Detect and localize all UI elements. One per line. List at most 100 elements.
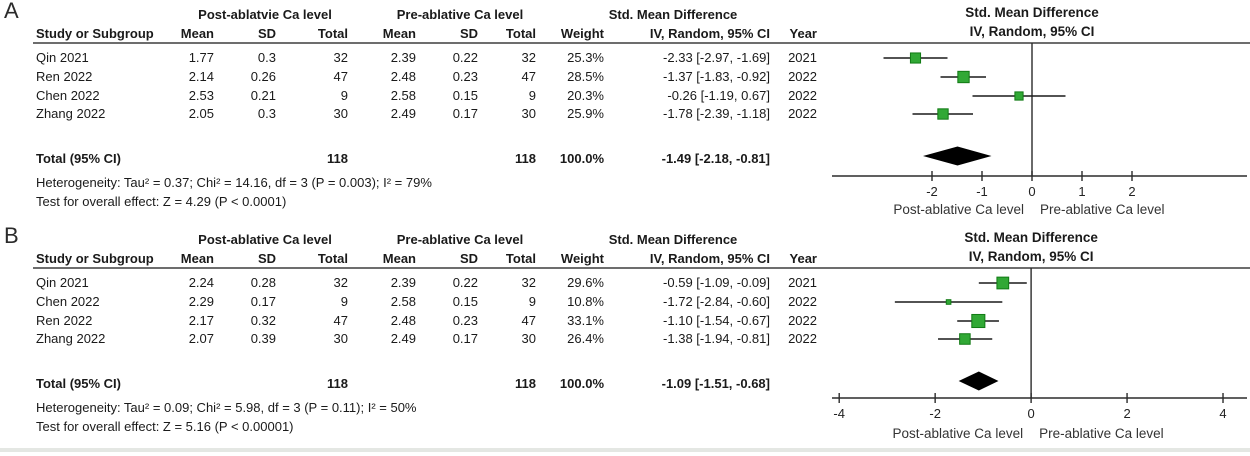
total-row: Total (95% CI) 118 118 100.0% -1.49 [-2.18, … — [36, 151, 817, 166]
cell-sd1: 0.28 — [250, 275, 276, 290]
cell-year: 2022 — [788, 293, 817, 309]
total-total1: 118 — [327, 151, 348, 166]
cell-total1: 30 — [333, 331, 348, 347]
axis-label-right: Pre-ablative Ca level — [1039, 426, 1164, 441]
cell-total1: 30 — [333, 106, 348, 122]
axis-label-left: Post-ablative Ca level — [893, 426, 1024, 441]
study-row: Chen 2022 2.53 0.21 9 2.58 0.15 9 20.3% -0.26 [-… — [36, 88, 817, 103]
col-header-9: Year — [789, 251, 817, 266]
bottom-divider — [0, 448, 1250, 452]
cell-year: 2022 — [788, 312, 817, 328]
col-header-5: SD — [459, 251, 478, 266]
tick-label: 0 — [1027, 406, 1034, 421]
cell-study: Zhang 2022 — [36, 106, 106, 122]
heterogeneity-text: Heterogeneity: Tau² = 0.37; Chi² = 14.16… — [36, 175, 432, 190]
pooled-diamond — [958, 371, 999, 391]
total-sd2 — [416, 376, 478, 391]
col-header-7: Weight — [560, 26, 604, 41]
cell-mean2: 2.48 — [390, 68, 416, 84]
tick-label: -2 — [926, 184, 938, 199]
study-row: Zhang 2022 2.05 0.3 30 2.49 0.17 30 25.9% -1.78 … — [36, 106, 817, 121]
cell-total1: 32 — [333, 50, 348, 65]
group-header-pre-ablative: Pre-ablative Ca level — [396, 232, 524, 247]
group-header-pre-ablative: Pre-ablative Ca level — [396, 7, 524, 22]
effect-square — [996, 276, 1010, 290]
effect-square — [957, 70, 970, 84]
column-header-row: Study or Subgroup Mean SD Total Mean SD Total W… — [36, 26, 817, 41]
cell-sd2: 0.23 — [452, 68, 478, 84]
cell-ci_text: -1.72 [-2.84, -0.60] — [663, 293, 770, 309]
total-ci_text: -1.09 [-1.51, -0.68] — [661, 376, 770, 391]
group-header-smd: Std. Mean Difference — [608, 7, 738, 22]
cell-total2: 32 — [521, 275, 536, 290]
cell-mean1: 2.24 — [188, 275, 214, 290]
col-header-1: Mean — [180, 251, 214, 266]
panel-b: Std. Mean Difference IV, Random, 95% CI -4… — [0, 223, 1250, 456]
total-weight: 100.0% — [559, 151, 604, 166]
col-header-8: IV, Random, 95% CI — [649, 26, 770, 41]
forest-plot-a: Std. Mean Difference IV, Random, 95% CI -2… — [33, 5, 1250, 217]
cell-study: Chen 2022 — [36, 87, 100, 103]
cell-year: 2022 — [788, 87, 817, 103]
plot-title: Std. Mean Difference — [964, 230, 1098, 245]
group-header-smd: Std. Mean Difference — [608, 232, 738, 247]
cell-ci_text: -1.10 [-1.54, -0.67] — [663, 312, 770, 328]
total-total2: 118 — [515, 151, 536, 166]
total-sd2 — [416, 151, 478, 166]
cell-mean2: 2.58 — [390, 87, 416, 103]
col-header-4: Mean — [382, 26, 416, 41]
col-header-2: SD — [257, 251, 276, 266]
cell-sd1: 0.39 — [250, 331, 276, 347]
group-header-post-ablative: Post-ablatvie Ca level — [198, 7, 332, 22]
cell-mean2: 2.49 — [390, 106, 416, 122]
col-header-3: Total — [317, 251, 348, 266]
cell-total2: 9 — [528, 87, 536, 103]
overall-effect-text: Test for overall effect: Z = 4.29 (P < 0… — [36, 194, 287, 209]
tick-label: 2 — [1128, 184, 1135, 199]
cell-year: 2022 — [788, 106, 817, 122]
col-header-4: Mean — [382, 251, 416, 266]
cell-mean1: 2.17 — [188, 312, 214, 328]
total-sd1 — [214, 151, 276, 166]
cell-sd1: 0.21 — [250, 87, 276, 103]
total-year — [770, 376, 817, 391]
plot-subtitle: IV, Random, 95% CI — [970, 24, 1095, 39]
col-header-1: Mean — [180, 26, 214, 41]
effect-square — [971, 313, 986, 329]
col-header-0: Study or Subgroup — [36, 251, 154, 266]
cell-year: 2022 — [788, 331, 817, 347]
axis-label-right: Pre-ablative Ca level — [1040, 202, 1165, 217]
cell-sd2: 0.15 — [452, 87, 478, 103]
group-header-post-ablative: Post-ablative Ca level — [198, 232, 332, 247]
study-row: Ren 2022 2.14 0.26 47 2.48 0.23 47 28.5% -1.37 [… — [36, 69, 817, 84]
cell-sd2: 0.23 — [452, 312, 478, 328]
cell-weight: 25.9% — [567, 106, 604, 122]
cell-total1: 47 — [333, 312, 348, 328]
cell-weight: 28.5% — [567, 68, 604, 84]
cell-study: Zhang 2022 — [36, 331, 106, 347]
col-header-5: SD — [459, 26, 478, 41]
tick-label: -4 — [833, 406, 845, 421]
effect-square — [959, 333, 971, 345]
cell-sd1: 0.3 — [257, 50, 276, 65]
total-mean1 — [180, 376, 214, 391]
cell-total2: 47 — [521, 312, 536, 328]
cell-sd2: 0.15 — [452, 293, 478, 309]
cell-mean1: 2.53 — [188, 87, 214, 103]
cell-weight: 29.6% — [567, 275, 604, 290]
overall-effect-text: Test for overall effect: Z = 5.16 (P < 0… — [36, 419, 294, 434]
cell-weight: 10.8% — [567, 293, 604, 309]
tick-label: 1 — [1078, 184, 1085, 199]
tick-label: -2 — [929, 406, 941, 421]
cell-mean2: 2.58 — [390, 293, 416, 309]
panel-a: Std. Mean Difference IV, Random, 95% CI -2… — [0, 0, 1250, 225]
cell-weight: 33.1% — [567, 312, 604, 328]
cell-mean1: 2.05 — [188, 106, 214, 122]
cell-study: Chen 2022 — [36, 293, 100, 309]
col-header-3: Total — [317, 26, 348, 41]
cell-ci_text: -2.33 [-2.97, -1.69] — [663, 50, 770, 65]
total-ci_text: -1.49 [-2.18, -0.81] — [661, 151, 770, 166]
cell-total1: 47 — [333, 68, 348, 84]
cell-weight: 20.3% — [567, 87, 604, 103]
study-row: Qin 2021 1.77 0.3 32 2.39 0.22 32 25.3% -2.33 [-… — [36, 50, 817, 65]
